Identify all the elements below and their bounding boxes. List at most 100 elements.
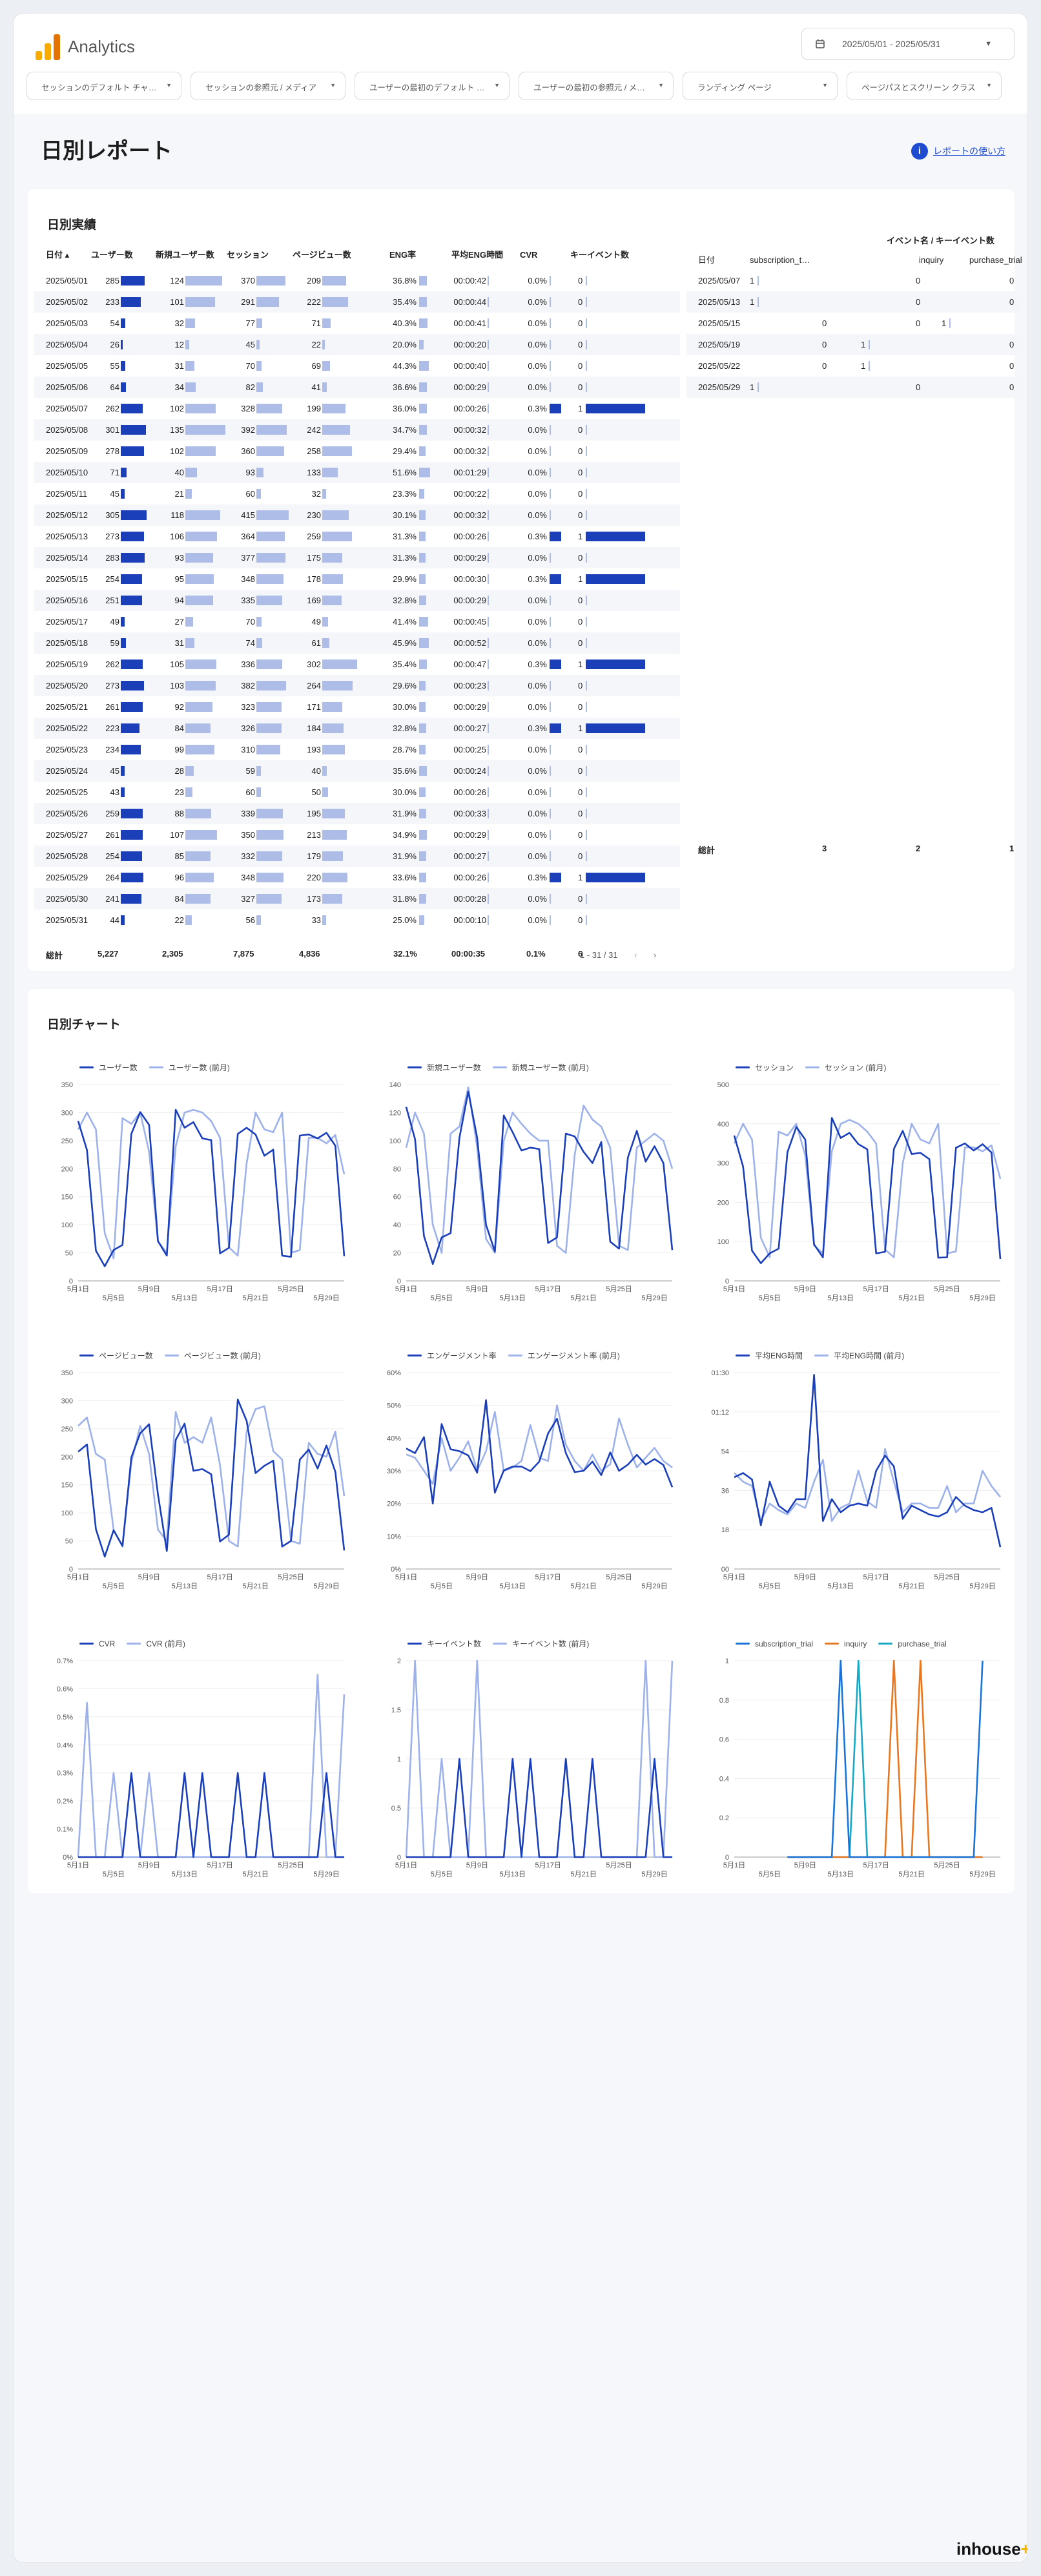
table-cell: 00:00:52 <box>453 638 486 648</box>
legend-item: CVR <box>79 1639 115 1648</box>
filter-first-user-default-channel[interactable]: ユーザーの最初のデフォルト … ▼ <box>355 72 510 100</box>
table-header[interactable]: inquiry <box>919 255 944 265</box>
table-header[interactable]: 日付 <box>698 255 716 265</box>
value-bar <box>586 766 587 776</box>
table-cell: 0 <box>578 276 583 286</box>
x-tick-label: 5月29日 <box>313 1583 339 1590</box>
x-tick-label: 5月9日 <box>138 1574 160 1581</box>
legend-swatch <box>736 1355 750 1356</box>
table-cell: 2025/05/05 <box>46 361 88 371</box>
value-bar <box>488 446 489 456</box>
filter-page-path-screen-class[interactable]: ページパスとスクリーン クラス ▼ <box>847 72 1002 100</box>
value-bar <box>121 702 143 712</box>
value-bar <box>488 532 489 541</box>
table-header[interactable]: subscription_t… <box>750 255 810 265</box>
table-header[interactable]: ユーザー数 <box>91 250 133 260</box>
table-cell: 0 <box>578 297 583 307</box>
x-tick-label: 5月17日 <box>535 1862 561 1869</box>
table-cell: 35.4% <box>393 297 417 307</box>
value-bar <box>488 361 489 371</box>
table-cell: 0.0% <box>528 425 547 435</box>
table-cell: 31 <box>174 638 184 648</box>
value-bar <box>488 425 489 435</box>
table-cell: 0 <box>578 361 583 371</box>
table-cell: 2025/05/30 <box>46 894 88 904</box>
table-cell: 264 <box>105 873 119 882</box>
x-tick-label: 5月13日 <box>500 1583 526 1590</box>
chevron-right-icon[interactable]: › <box>654 950 657 960</box>
y-tick-label: 0% <box>391 1566 401 1574</box>
table-header[interactable]: 平均ENG時間 <box>451 250 504 260</box>
table-cell: 59 <box>245 766 255 776</box>
legend-swatch <box>127 1643 141 1645</box>
chart-legend: キーイベント数 キーイベント数 (前月) <box>407 1637 601 1649</box>
table-cell: 175 <box>307 553 321 563</box>
table-cell: 2025/05/07 <box>46 404 88 413</box>
y-tick-label: 120 <box>389 1109 401 1117</box>
x-tick-label: 5月5日 <box>431 1583 453 1590</box>
table-cell: 291 <box>241 297 255 307</box>
legend-swatch <box>825 1643 840 1645</box>
table-row: 2025/05/26 259 88 339 195 31.9% 00:00:33 0.0% 0 <box>34 803 680 824</box>
table-cell: 2025/05/17 <box>46 617 88 627</box>
value-bar <box>256 787 262 797</box>
table-cell: 0.0% <box>528 745 547 754</box>
x-tick-label: 5月21日 <box>570 1871 596 1878</box>
y-tick-label: 40% <box>387 1435 401 1442</box>
table-row: 2025/05/06 64 34 82 41 36.6% 00:00:29 0.0% 0 <box>34 377 680 398</box>
table-cell: 415 <box>241 510 255 520</box>
table-header[interactable]: CVR <box>520 250 538 260</box>
value-bar <box>121 894 141 904</box>
x-tick-label: 5月9日 <box>466 1285 488 1293</box>
table-header[interactable]: 新規ユーザー数 <box>156 250 214 260</box>
series-line <box>77 1674 345 1858</box>
table-header[interactable]: セッション <box>227 250 269 260</box>
date-range-picker[interactable]: 2025/05/01 - 2025/05/31 ▼ <box>801 28 1015 60</box>
value-bar <box>256 638 262 648</box>
chevron-left-icon[interactable]: ‹ <box>634 950 637 960</box>
y-tick-label: 10% <box>387 1533 401 1541</box>
table-cell: 2025/05/29 <box>46 873 88 882</box>
table-header[interactable]: 日付 ▴ <box>46 250 70 260</box>
table-cell: 45 <box>245 340 255 349</box>
x-tick-label: 5月13日 <box>172 1294 198 1302</box>
y-tick-label: 100 <box>61 1221 73 1229</box>
table-cell: 0.0% <box>528 830 547 840</box>
table-row: 2025/05/18 59 31 74 61 45.9% 00:00:52 0.0% 0 <box>34 632 680 654</box>
value-bar <box>121 574 143 584</box>
series-line <box>77 1398 345 1558</box>
table-header[interactable]: キーイベント数 <box>570 250 630 260</box>
table-header[interactable]: purchase_trial <box>969 255 1022 265</box>
table-cell: 310 <box>241 745 255 754</box>
value-bar <box>419 702 426 712</box>
value-bar <box>488 873 489 882</box>
value-bar <box>121 617 125 627</box>
chevron-down-icon: ▼ <box>986 82 992 88</box>
filter-landing-page[interactable]: ランディング ページ ▼ <box>683 72 838 100</box>
table-header[interactable]: ENG率 <box>389 250 417 260</box>
value-bar <box>185 894 211 904</box>
filter-session-source-medium[interactable]: セッションの参照元 / メディア ▼ <box>191 72 345 100</box>
y-tick-label: 40 <box>393 1221 401 1229</box>
filter-first-user-source-medium[interactable]: ユーザーの最初の参照元 / メ… ▼ <box>519 72 674 100</box>
value-bar <box>121 510 147 520</box>
daily-table: 日付 ▴ ユーザー数 新規ユーザー数 セッション ページビュー数 ENG率 平均ENG時間 C… <box>34 250 680 961</box>
value-bar <box>550 702 551 712</box>
value-bar <box>419 574 426 584</box>
value-bar <box>488 404 489 413</box>
value-bar <box>586 446 587 456</box>
y-tick-label: 0% <box>63 1854 73 1862</box>
table-header[interactable]: ページビュー数 <box>293 250 351 260</box>
series-line <box>405 1086 674 1254</box>
table-cell: 0 <box>578 489 583 499</box>
legend-item: 新規ユーザー数 <box>407 1062 481 1073</box>
howto-link[interactable]: i レポートの使い方 <box>911 143 1005 160</box>
table-cell: 22 <box>174 915 184 925</box>
filter-session-default-channel[interactable]: セッションのデフォルト チャ… ▼ <box>26 72 181 100</box>
table-cell: 0.0% <box>528 766 547 776</box>
value-bar <box>586 915 587 925</box>
table-cell: 64 <box>110 382 119 392</box>
table-cell: 00:00:24 <box>453 766 486 776</box>
value-bar <box>185 532 217 541</box>
table-cell: 222 <box>307 297 321 307</box>
